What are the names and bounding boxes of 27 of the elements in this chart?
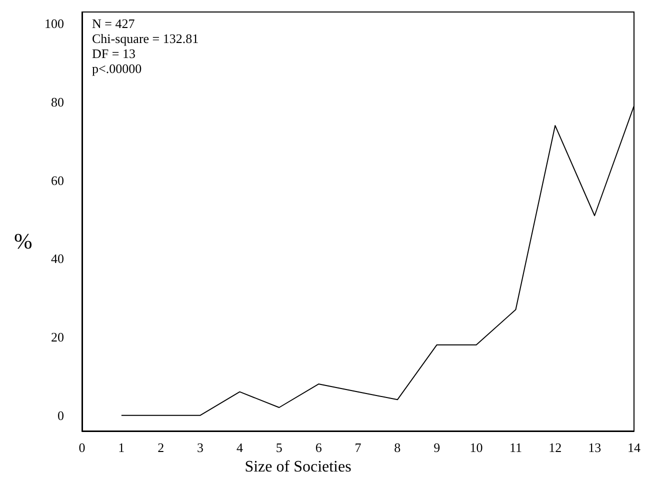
x-tick-label: 9 xyxy=(434,440,440,455)
x-tick-label: 3 xyxy=(197,440,204,455)
x-tick-label: 11 xyxy=(509,440,522,455)
x-tick-label: 12 xyxy=(548,440,562,455)
x-tick-label: 5 xyxy=(276,440,282,455)
y-tick-label: 0 xyxy=(58,408,64,423)
y-tick-label: 40 xyxy=(51,251,64,266)
x-tick-label: 14 xyxy=(628,440,641,455)
annotation: DF = 13 xyxy=(92,46,136,61)
y-tick-label: 60 xyxy=(51,172,64,188)
x-tick-label: 6 xyxy=(315,440,322,455)
x-tick-label: 10 xyxy=(470,440,483,455)
x-tick-label: 8 xyxy=(394,440,401,455)
annotation: Chi-square = 132.81 xyxy=(92,31,199,46)
x-tick-label: 2 xyxy=(158,440,164,455)
annotation: N = 427 xyxy=(92,16,136,31)
x-tick-label: 0 xyxy=(78,440,86,455)
y-tick-label: 100 xyxy=(44,16,64,32)
x-tick-label: 7 xyxy=(354,440,362,455)
y-axis-title: % xyxy=(14,228,32,254)
y-tick-label: 20 xyxy=(51,330,64,345)
x-tick-label: 4 xyxy=(236,440,244,455)
x-tick-label: 13 xyxy=(588,440,602,455)
x-axis-title: Size of Societies xyxy=(244,458,352,476)
x-tick-label: 1 xyxy=(118,440,125,455)
annotation: p<.00000 xyxy=(92,61,142,76)
y-tick-label: 80 xyxy=(51,94,64,110)
